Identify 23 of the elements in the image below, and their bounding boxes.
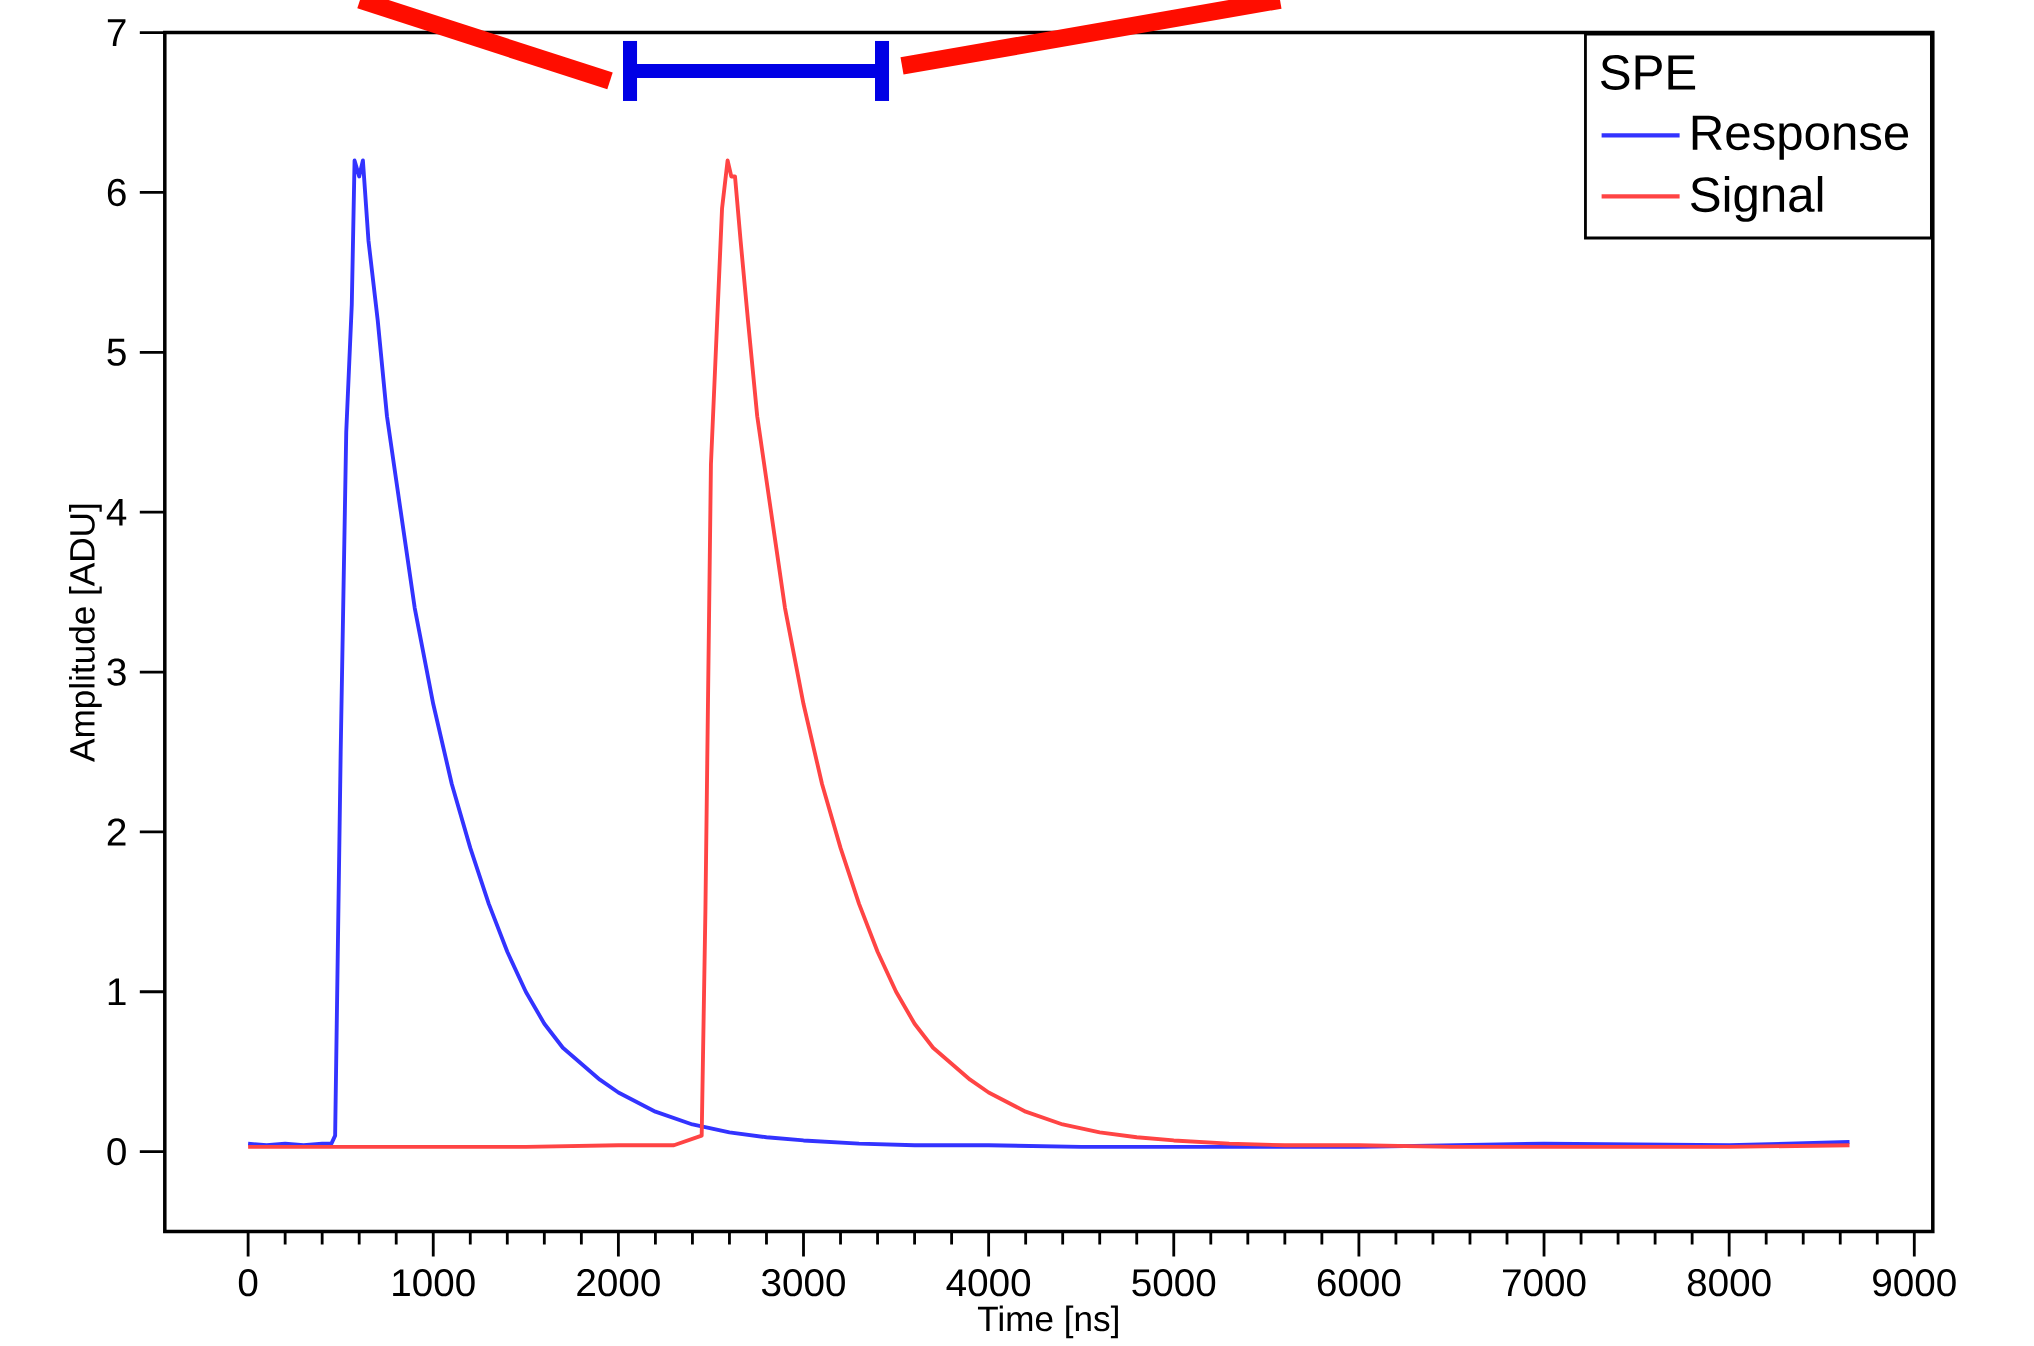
x-tick-label: 3000 <box>761 1269 845 1297</box>
x-tick-label: 8000 <box>1687 1269 1771 1297</box>
y-tick-label: 5 <box>107 338 126 366</box>
legend-label: Response <box>1692 115 1909 160</box>
x-tick-label: 2000 <box>577 1269 660 1297</box>
legend-label: Signal <box>1691 176 1823 222</box>
y-tick-label: 3 <box>107 658 126 686</box>
x-tick-label: 6000 <box>1317 1269 1401 1297</box>
x-tick-label: 5000 <box>1132 1269 1216 1297</box>
x-tick-label: 9000 <box>1873 1269 1956 1297</box>
x-tick-label: 0 <box>238 1269 258 1297</box>
y-axis-title: Amplitude [ADU] <box>69 504 102 762</box>
y-tick-label: 6 <box>107 178 126 207</box>
y-tick-label: 7 <box>107 19 126 46</box>
y-tick-label: 1 <box>108 978 126 1006</box>
x-tick-label: 4000 <box>946 1269 1031 1297</box>
x-axis-title: Time [ns] <box>977 1305 1118 1339</box>
legend-title: SPE <box>1601 55 1696 90</box>
x-tick-label: 7000 <box>1503 1269 1586 1297</box>
y-tick-label: 0 <box>107 1138 126 1166</box>
x-tick-label: 1000 <box>393 1269 475 1297</box>
y-tick-label: 2 <box>107 818 126 846</box>
y-tick-label: 4 <box>106 498 127 526</box>
